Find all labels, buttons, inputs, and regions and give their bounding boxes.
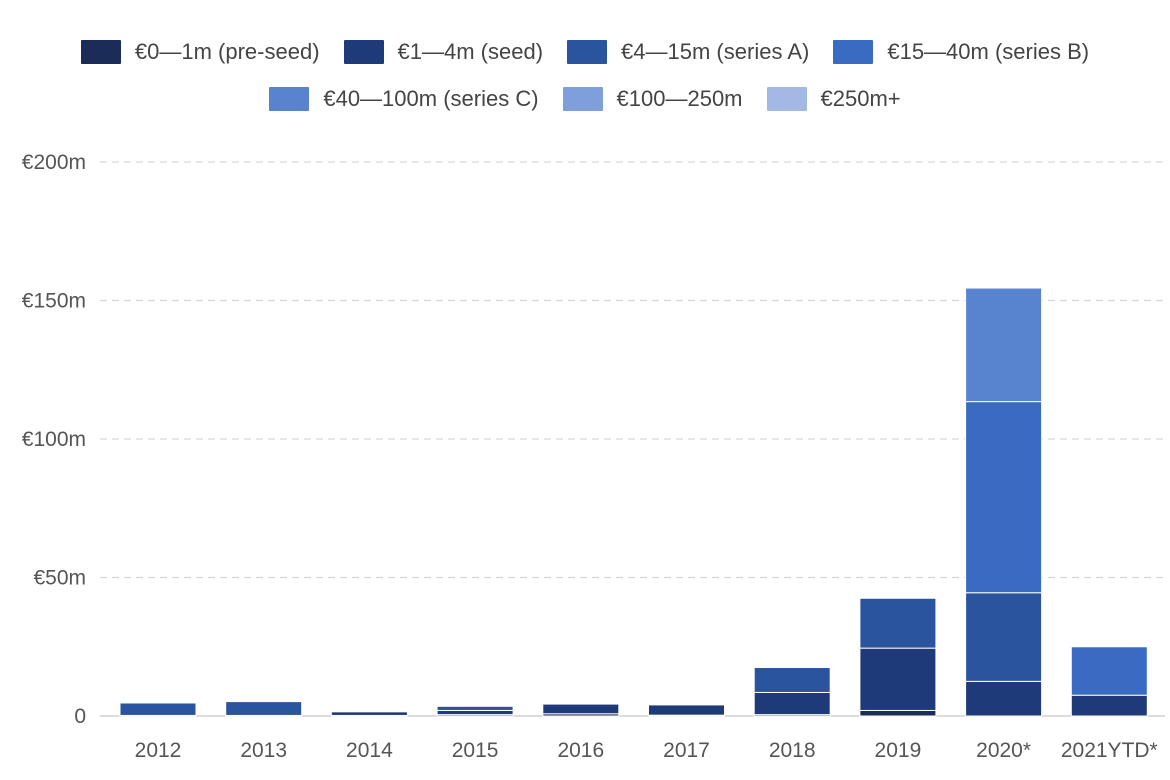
legend-item-250m-plus[interactable]: €250m+ <box>766 86 901 112</box>
legend-item-seed[interactable]: €1—4m (seed) <box>343 39 544 65</box>
legend-label-series-b: €15—40m (series B) <box>887 39 1090 64</box>
legend: €0—1m (pre-seed) €1—4m (seed) €4—15m (se… <box>0 32 1170 126</box>
y-tick-label: €50m <box>33 567 86 590</box>
bar-segment <box>965 401 1043 594</box>
bar-segment <box>542 703 620 715</box>
legend-row-2: €40—100m (series C) €100—250m €250m+ <box>0 79 1170 119</box>
bar-segment <box>965 680 1043 717</box>
bar-segment <box>859 709 937 717</box>
bar-segment <box>859 597 937 649</box>
legend-item-series-a[interactable]: €4—15m (series A) <box>567 39 809 65</box>
y-tick-label: €100m <box>22 428 86 451</box>
legend-swatch-100-250m <box>562 87 603 111</box>
legend-item-series-b[interactable]: €15—40m (series B) <box>833 39 1089 65</box>
x-tick-label: 2013 <box>240 739 287 762</box>
legend-item-pre-seed[interactable]: €0—1m (pre-seed) <box>80 39 320 65</box>
legend-item-100-250m[interactable]: €100—250m <box>562 86 743 112</box>
bars <box>119 287 1148 717</box>
legend-label-series-a: €4—15m (series A) <box>621 39 810 64</box>
x-tick-label: 2016 <box>557 739 604 762</box>
axis-labels: 0 €50m €100m €150m €200m 2012 2013 2014 2015 2016… <box>22 151 1158 762</box>
legend-label-250m-plus: €250m+ <box>820 86 901 111</box>
bar-segment <box>436 705 514 711</box>
bar-segment <box>965 287 1043 403</box>
legend-swatch-seed <box>343 40 384 64</box>
bar-segment <box>119 702 197 716</box>
x-tick-label: 2017 <box>663 739 710 762</box>
legend-label-pre-seed: €0—1m (pre-seed) <box>134 39 320 64</box>
x-tick-label: 2019 <box>875 739 922 762</box>
x-tick-label: 2014 <box>346 739 393 762</box>
x-tick-label: 2015 <box>452 739 499 762</box>
bar-segment <box>330 711 408 716</box>
y-tick-label: 0 <box>74 705 86 728</box>
legend-item-series-c[interactable]: €40—100m (series C) <box>269 86 539 112</box>
x-tick-label: 2012 <box>135 739 182 762</box>
bar-segment <box>648 704 725 716</box>
x-tick-label: 2020* <box>976 739 1031 762</box>
x-tick-label: 2021YTD* <box>1061 739 1158 762</box>
legend-swatch-series-c <box>269 87 310 111</box>
legend-row-1: €0—1m (pre-seed) €1—4m (seed) €4—15m (se… <box>0 32 1170 72</box>
bar-segment <box>225 701 303 716</box>
bar-segment <box>753 691 831 716</box>
bar-segment <box>859 647 937 711</box>
bar-segment <box>753 667 831 693</box>
bar-segment <box>436 709 514 716</box>
legend-label-100-250m: €100—250m <box>616 86 743 111</box>
x-tick-label: 2018 <box>769 739 816 762</box>
legend-swatch-250m-plus <box>766 87 807 111</box>
legend-swatch-series-b <box>833 40 874 64</box>
legend-swatch-pre-seed <box>80 40 121 64</box>
bar-segment <box>965 592 1043 682</box>
y-tick-label: €200m <box>22 151 86 174</box>
bar-segment <box>1070 646 1148 696</box>
y-tick-label: €150m <box>22 290 86 313</box>
legend-label-series-c: €40—100m (series C) <box>323 86 539 111</box>
bar-segment <box>1070 694 1148 717</box>
legend-swatch-series-a <box>567 40 608 64</box>
legend-label-seed: €1—4m (seed) <box>397 39 544 64</box>
